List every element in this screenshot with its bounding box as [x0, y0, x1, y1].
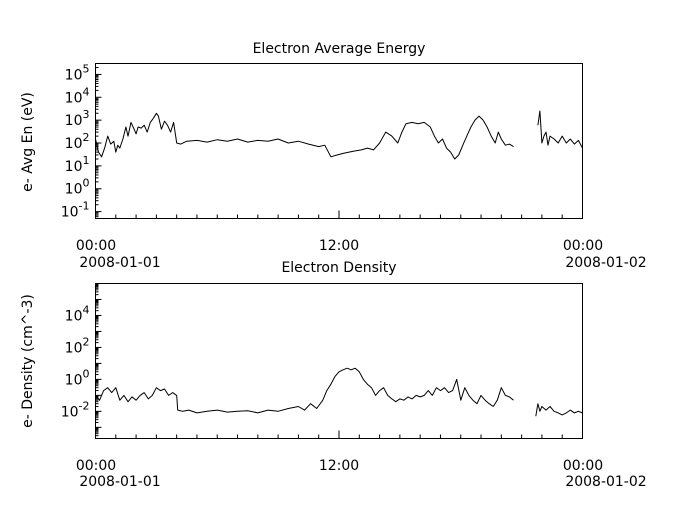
density-y-tick-label-1: 100: [65, 367, 90, 388]
energy-y-tick-label-3: 102: [65, 131, 90, 152]
density-series-line-0-segment-1: [535, 403, 583, 417]
energy-y-tick-label-5: 104: [65, 85, 90, 106]
energy-x-tick-labels: 00:00 2008-01-01 12:00 00:00 2008-01-02: [76, 238, 647, 271]
density-y-ticks: [95, 283, 102, 439]
density-x-tick-date-2: 2008-01-02: [565, 474, 646, 490]
density-y-tick-label-0: 10-2: [61, 399, 90, 420]
energy-traces: [95, 110, 583, 160]
density-ylabel: e- Density (cm^-3): [20, 294, 36, 428]
density-traces: [95, 367, 583, 417]
density-x-tick-time-0: 00:00: [76, 458, 116, 474]
energy-plot-frame: [95, 63, 583, 219]
energy-x-tick-date-0: 2008-01-01: [79, 255, 160, 271]
energy-title: Electron Average Energy: [253, 41, 426, 57]
energy-series-line-0-segment-0: [95, 112, 514, 160]
energy-x-ticks: [95, 210, 583, 219]
energy-y-ticks: [95, 63, 102, 219]
density-x-tick-labels: 00:00 2008-01-01 12:00 00:00 2008-01-02: [76, 458, 647, 490]
density-panel: Electron Density e- Density (cm^-3) 00:0…: [20, 260, 647, 490]
energy-y-tick-label-0: 10-1: [61, 200, 90, 221]
energy-y-tick-label-6: 105: [65, 62, 90, 83]
density-x-tick-time-1: 12:00: [319, 458, 359, 474]
energy-x-tick-time-2: 00:00: [563, 238, 603, 254]
energy-ylabel: e- Avg En (eV): [20, 92, 36, 192]
density-y-tick-label-2: 102: [65, 335, 90, 356]
density-x-ticks: [95, 430, 583, 439]
density-x-tick-time-2: 00:00: [563, 458, 603, 474]
energy-y-tick-label-1: 100: [65, 177, 90, 198]
density-x-tick-date-0: 2008-01-01: [79, 474, 160, 490]
density-title: Electron Density: [281, 260, 396, 276]
energy-series-line-0-segment-1: [537, 110, 583, 149]
energy-y-tick-label-4: 103: [65, 108, 90, 129]
density-y-tick-labels: 10-2 100 102 104: [61, 303, 90, 420]
energy-x-tick-date-2: 2008-01-02: [565, 255, 646, 271]
energy-x-tick-time-1: 12:00: [319, 238, 359, 254]
energy-panel: Electron Average Energy e- Avg En (eV) 0…: [20, 41, 647, 271]
density-plot-frame: [95, 283, 583, 439]
density-series-line-0-segment-0: [95, 367, 514, 414]
energy-x-tick-time-0: 00:00: [76, 238, 116, 254]
energy-y-tick-label-2: 101: [65, 154, 90, 175]
density-y-tick-label-3: 104: [65, 303, 90, 324]
